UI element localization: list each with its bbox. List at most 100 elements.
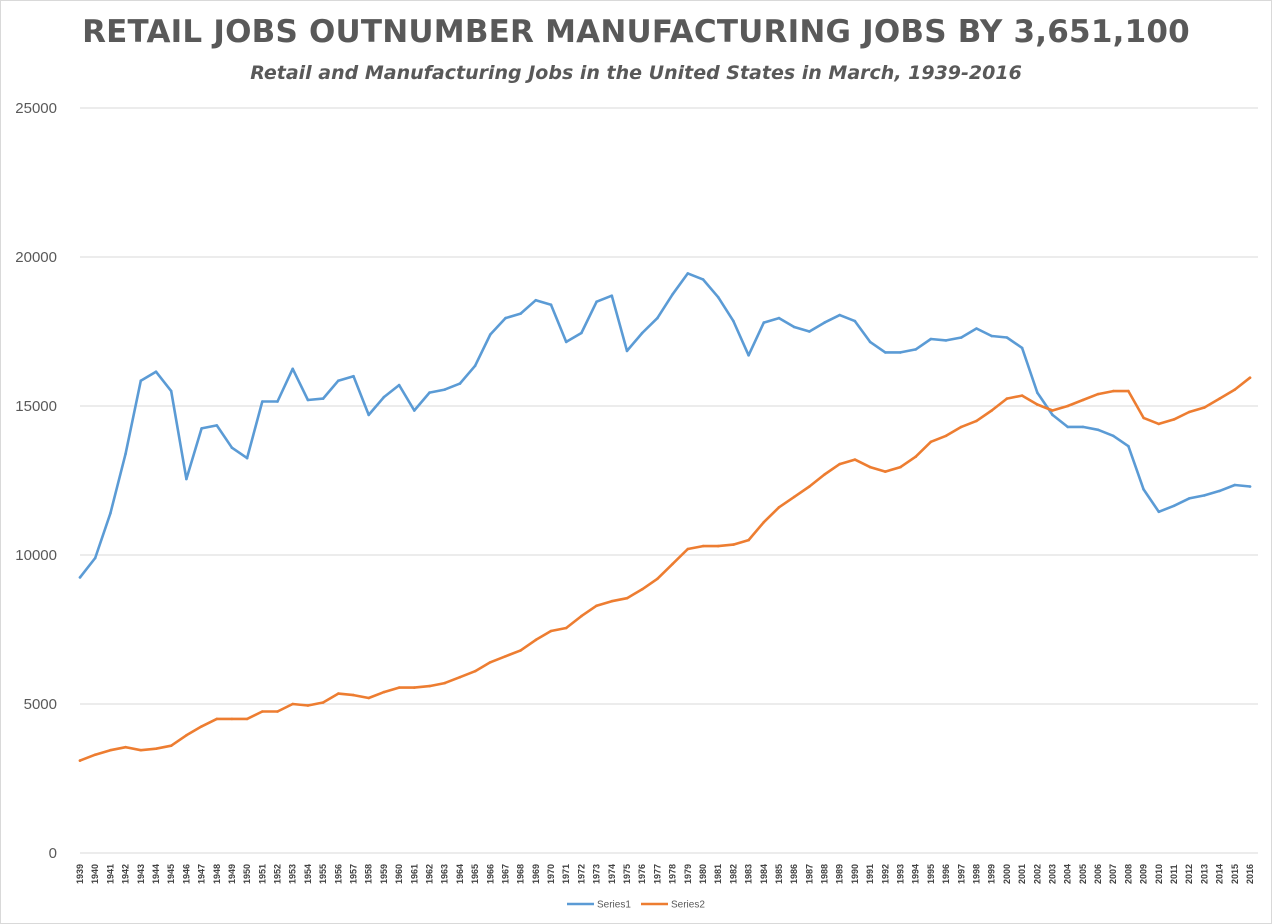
data-point [489,661,492,664]
data-point [1036,403,1039,406]
data-point [458,675,462,679]
data-point [625,596,629,600]
x-tick-label: 1965 [470,864,480,884]
data-point [124,745,127,749]
data-point [154,747,158,750]
data-point [868,340,872,344]
x-tick-label: 1983 [744,864,754,884]
data-point [169,389,173,393]
data-point [975,419,978,423]
data-point [656,316,659,320]
data-point [504,316,507,320]
x-tick-label: 1970 [546,864,556,884]
data-point [1157,422,1161,426]
data-point [564,626,568,630]
data-point [610,599,614,603]
data-point [428,684,431,688]
data-point [686,272,690,275]
x-tick-label: 1978 [668,864,678,884]
data-point [868,465,872,469]
data-point [473,364,477,368]
y-tick-label: 20000 [15,249,57,266]
x-tick-label: 2004 [1063,864,1073,884]
data-point [519,649,522,652]
data-point [1096,392,1100,396]
data-point [215,424,219,427]
data-point [261,710,264,713]
x-tick-label: 2007 [1108,864,1118,884]
data-point [580,331,583,335]
data-point [701,278,705,281]
data-point [230,717,234,721]
x-tick-label: 1984 [759,864,769,884]
data-point [1020,394,1024,397]
data-point [656,577,659,581]
x-tick-label: 2001 [1017,864,1027,884]
x-tick-label: 2012 [1184,864,1194,884]
data-point [1172,418,1176,421]
data-point [853,319,857,323]
data-point [413,409,416,412]
data-point [1203,406,1206,409]
data-point [716,544,720,548]
x-tick-label: 1961 [409,864,419,884]
data-point [929,337,933,341]
legend: Series1 Series2 [567,900,705,911]
data-point [352,693,355,697]
y-tick-label: 5000 [24,696,57,713]
data-point [1036,391,1039,394]
x-tick-label: 1959 [379,864,389,884]
series-lines [78,272,1252,762]
data-point [397,686,401,689]
x-tick-label: 1952 [273,864,283,884]
x-tick-label: 1994 [911,864,921,884]
data-point [1203,494,1206,497]
data-point [914,348,917,351]
data-point [716,295,720,299]
data-point [185,477,188,481]
data-point [276,710,279,713]
data-point [504,655,507,658]
data-point [109,512,112,515]
x-tick-label: 1972 [576,864,586,884]
x-tick-label: 1946 [181,864,191,884]
data-point [838,462,841,466]
data-point [169,744,173,747]
data-point [580,614,583,618]
data-point [78,576,82,579]
x-tick-label: 1948 [212,864,222,884]
x-tick-label: 1985 [774,864,784,884]
data-point [382,395,386,399]
x-tick-label: 1955 [318,864,328,884]
data-point [1233,483,1237,487]
data-point [337,379,340,383]
data-point [792,495,796,499]
x-tick-label: 2003 [1047,864,1057,884]
data-point [777,506,781,509]
data-point [321,701,325,704]
data-point [245,717,249,721]
data-point [899,465,902,469]
data-point [185,734,188,737]
y-tick-label: 15000 [15,398,57,415]
x-tick-label: 1997 [956,864,966,884]
x-tick-label: 1944 [151,864,161,884]
x-tick-label: 1992 [880,864,890,884]
data-point [1051,413,1054,417]
data-point [595,604,598,607]
data-point [397,383,401,387]
x-tick-label: 1962 [424,864,434,884]
x-tick-label: 1981 [713,864,723,884]
x-tick-label: 2002 [1032,864,1042,884]
x-tick-label: 2014 [1215,864,1225,884]
data-point [747,538,750,542]
data-point [367,696,371,700]
x-tick-label: 1940 [90,864,100,884]
x-tick-label: 1956 [333,864,343,884]
data-point [671,562,674,566]
data-point [1127,389,1130,393]
x-tick-label: 2013 [1199,864,1209,884]
x-tick-label: 1951 [257,864,267,884]
data-point [549,629,553,633]
data-point [93,753,97,756]
